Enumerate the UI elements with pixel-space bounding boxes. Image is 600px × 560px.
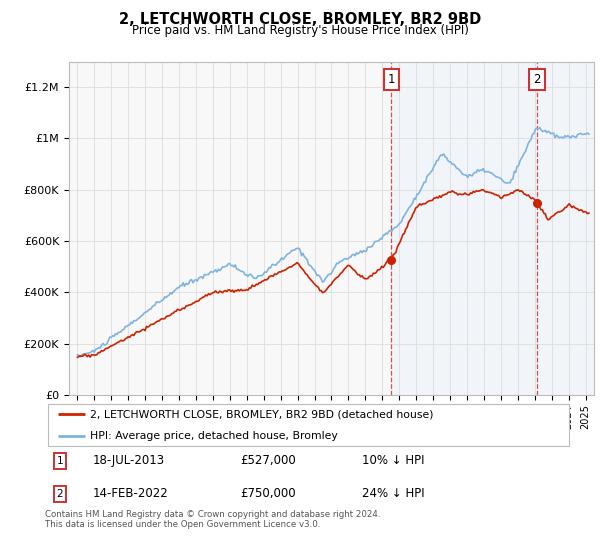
Text: £527,000: £527,000 [241, 454, 296, 468]
Text: 24% ↓ HPI: 24% ↓ HPI [362, 487, 424, 501]
Text: £750,000: £750,000 [241, 487, 296, 501]
Text: 2: 2 [533, 73, 541, 86]
Bar [391, 62, 594, 395]
FancyBboxPatch shape [47, 404, 569, 446]
Text: 2, LETCHWORTH CLOSE, BROMLEY, BR2 9BD (detached house): 2, LETCHWORTH CLOSE, BROMLEY, BR2 9BD (d… [90, 409, 433, 419]
Text: Price paid vs. HM Land Registry's House Price Index (HPI): Price paid vs. HM Land Registry's House … [131, 24, 469, 37]
Text: 2: 2 [56, 489, 63, 499]
Text: 2, LETCHWORTH CLOSE, BROMLEY, BR2 9BD: 2, LETCHWORTH CLOSE, BROMLEY, BR2 9BD [119, 12, 481, 27]
Text: 1: 1 [56, 456, 63, 466]
Text: 1: 1 [388, 73, 395, 86]
Text: 10% ↓ HPI: 10% ↓ HPI [362, 454, 424, 468]
Text: 18-JUL-2013: 18-JUL-2013 [92, 454, 164, 468]
Text: Contains HM Land Registry data © Crown copyright and database right 2024.
This d: Contains HM Land Registry data © Crown c… [45, 510, 380, 529]
Text: HPI: Average price, detached house, Bromley: HPI: Average price, detached house, Brom… [90, 431, 338, 441]
Text: 14-FEB-2022: 14-FEB-2022 [92, 487, 168, 501]
